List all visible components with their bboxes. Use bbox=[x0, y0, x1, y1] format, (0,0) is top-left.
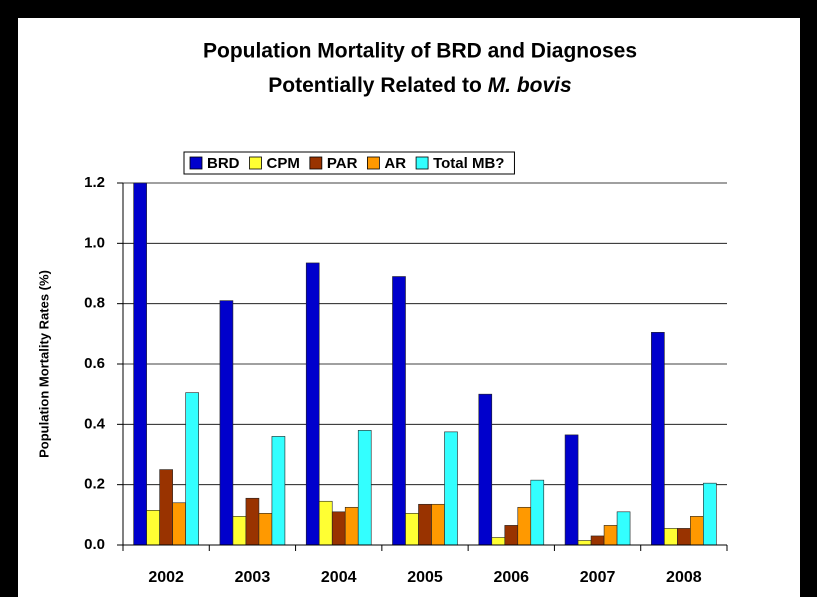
bar bbox=[664, 528, 678, 546]
bar bbox=[690, 516, 704, 546]
y-tick-label: 0.6 bbox=[84, 355, 105, 372]
bar bbox=[603, 525, 618, 546]
bar bbox=[357, 430, 372, 546]
bar bbox=[185, 392, 199, 546]
title-italic: M. bovis bbox=[488, 74, 572, 97]
bar bbox=[616, 511, 631, 546]
bar bbox=[418, 503, 432, 546]
chart-background bbox=[18, 18, 800, 597]
bar bbox=[331, 511, 346, 546]
x-tick-label: 2007 bbox=[580, 569, 616, 586]
bar bbox=[517, 506, 532, 546]
bar bbox=[590, 535, 605, 546]
y-tick-label: 0.2 bbox=[84, 476, 105, 493]
x-tick-label: 2005 bbox=[407, 569, 443, 586]
bar bbox=[344, 506, 359, 546]
chart-title: Potentially Related to M. bovis bbox=[268, 74, 571, 97]
bar bbox=[431, 503, 445, 546]
bar bbox=[159, 469, 173, 546]
bar bbox=[305, 262, 320, 546]
y-tick-label: 0.4 bbox=[84, 415, 106, 432]
bar bbox=[146, 510, 160, 546]
y-tick-label: 1.0 bbox=[84, 234, 105, 251]
legend-box bbox=[183, 151, 515, 175]
bar bbox=[245, 497, 260, 546]
x-tick-label: 2002 bbox=[148, 569, 184, 586]
legend-swatch bbox=[249, 156, 262, 170]
y-tick-label: 0.8 bbox=[84, 295, 105, 312]
legend-swatch bbox=[367, 156, 380, 170]
bar bbox=[392, 276, 406, 546]
bar bbox=[405, 513, 419, 546]
bar bbox=[530, 479, 545, 546]
bar bbox=[258, 513, 273, 546]
legend-label: Total MB? bbox=[433, 155, 504, 172]
legend-label: PAR bbox=[327, 155, 358, 172]
bar bbox=[491, 537, 506, 546]
x-tick-label: 2004 bbox=[321, 569, 357, 586]
bar bbox=[504, 525, 519, 546]
bar bbox=[651, 332, 665, 546]
y-axis-label: Population Mortality Rates (%) bbox=[36, 270, 51, 458]
legend-label: CPM bbox=[267, 155, 300, 172]
x-tick-label: 2003 bbox=[235, 569, 271, 586]
legend-swatch bbox=[189, 156, 203, 170]
bar bbox=[703, 482, 717, 546]
bar bbox=[318, 500, 333, 546]
bar bbox=[172, 502, 186, 546]
title-part: Potentially Related to bbox=[268, 74, 482, 97]
legend-swatch bbox=[309, 156, 323, 170]
bar bbox=[564, 434, 579, 546]
y-tick-label: 0.0 bbox=[84, 536, 105, 553]
bar bbox=[271, 436, 286, 546]
x-tick-label: 2006 bbox=[493, 569, 529, 586]
legend-label: BRD bbox=[207, 155, 240, 172]
y-tick-label: 1.2 bbox=[84, 174, 105, 191]
legend-swatch bbox=[415, 156, 429, 170]
chart-title: Population Mortality of BRD and Diagnose… bbox=[203, 40, 637, 63]
legend-label: AR bbox=[384, 155, 406, 172]
bar bbox=[677, 528, 691, 546]
bar bbox=[219, 300, 234, 546]
bar bbox=[577, 540, 592, 546]
bar bbox=[444, 431, 458, 546]
bar bbox=[478, 393, 493, 546]
x-tick-label: 2008 bbox=[666, 569, 702, 586]
bar bbox=[232, 516, 247, 546]
bar bbox=[133, 182, 147, 546]
